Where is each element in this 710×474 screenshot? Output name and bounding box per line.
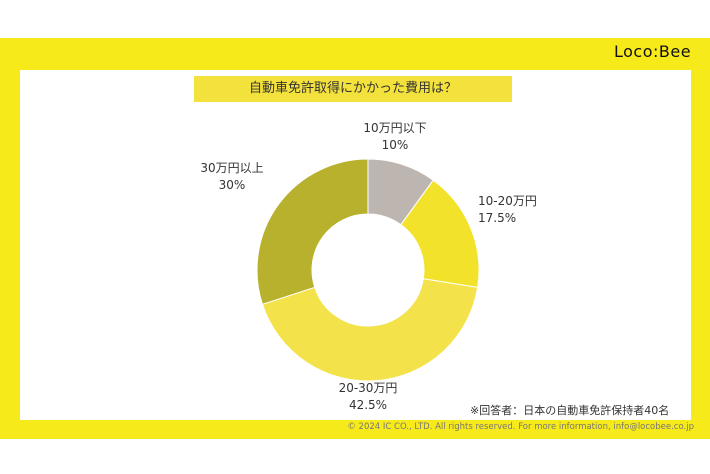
slice-value-label-3: 42.5%: [349, 398, 387, 412]
chart-title: 自動車免許取得にかかった費用は？: [194, 76, 512, 102]
slice-value-label-4: 30%: [219, 178, 246, 192]
slice-category-label-2: 10-20万円: [478, 194, 537, 208]
slice-category-label-3: 20-30万円: [339, 381, 398, 395]
copyright-text: © 2024 IC CO., LTD. All rights reserved.…: [347, 422, 694, 432]
slice-category-label-1: 10万円以下: [363, 121, 426, 135]
brand-logo: Loco:Bee: [614, 42, 692, 61]
respondent-note: ※回答者：日本の自動車免許保持者40名: [470, 404, 670, 417]
slice-3: [261, 278, 479, 382]
slice-4: [256, 158, 369, 305]
slice-value-label-1: 10%: [382, 138, 409, 152]
slice-value-label-2: 17.5%: [478, 211, 516, 225]
slice-category-label-4: 30万円以上: [200, 161, 263, 175]
